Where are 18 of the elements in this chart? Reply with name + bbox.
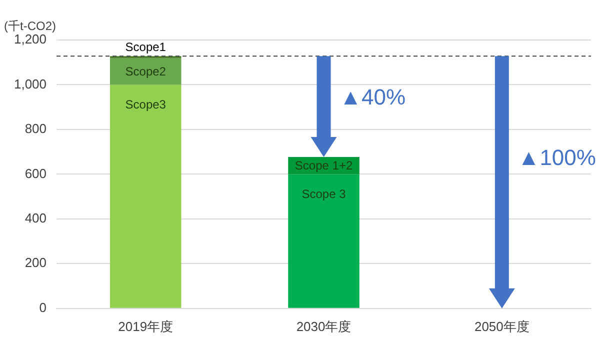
y-tick-label: 600 — [24, 166, 47, 181]
y-tick-label: 1,000 — [14, 76, 47, 92]
x-tick-label: 2019年度 — [118, 318, 174, 334]
x-tick-label: 2050年度 — [474, 318, 530, 334]
y-tick-label: 800 — [24, 121, 47, 136]
y-tick-label: 200 — [24, 255, 47, 270]
y-tick-label: 0 — [39, 300, 47, 315]
series-label: Scope 3 — [302, 187, 346, 202]
y-tick-label: 1,200 — [14, 32, 47, 47]
series-label: Scope 1+2 — [294, 158, 353, 173]
series-label: Scope2 — [125, 64, 166, 79]
annotation: ▲100% — [518, 145, 596, 170]
annotation: ▲40% — [340, 84, 406, 110]
x-tick-label: 2030年度 — [296, 318, 352, 334]
y-axis-title: (千t-CO2) — [4, 19, 56, 33]
series-label: Scope3 — [125, 98, 166, 112]
y-tick-label: 400 — [24, 210, 47, 226]
series-label: Scope1 — [125, 40, 166, 54]
